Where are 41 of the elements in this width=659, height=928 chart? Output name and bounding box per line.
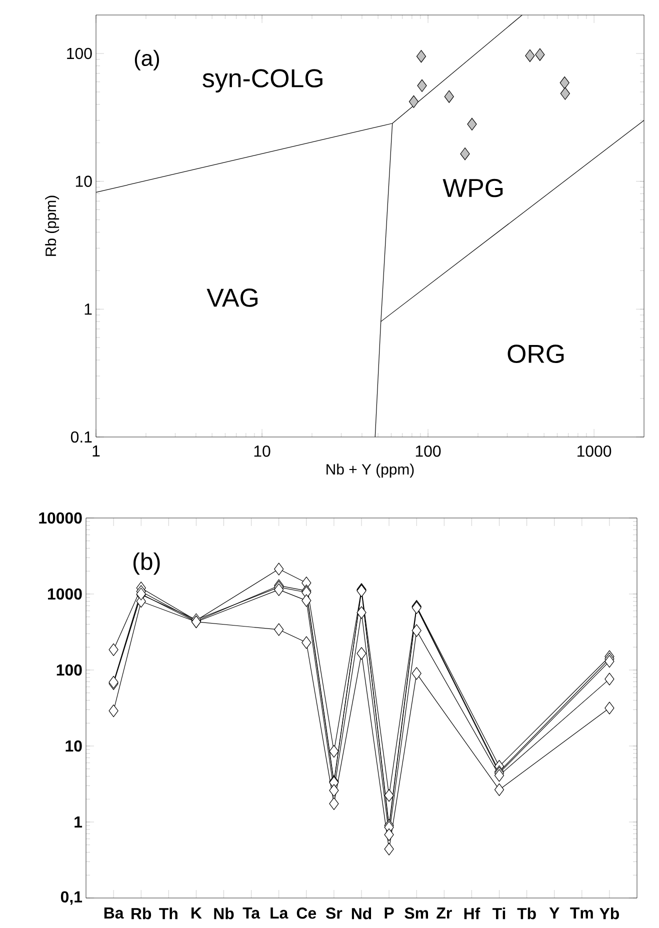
annotation: WPG [442, 178, 503, 198]
x-tick-label: K [192, 908, 202, 918]
y-tick-label: 100 [56, 664, 82, 676]
y-tick-label: 10 [76, 176, 92, 187]
x-tick-label: Yb [600, 908, 619, 920]
annotation: ORG [508, 344, 564, 364]
x-axis-title: Nb + Y (ppm) [326, 464, 414, 478]
x-tick-label: Nb [214, 908, 234, 920]
x-tick-label: P [384, 908, 394, 918]
y-tick-label: 0,1 [60, 891, 82, 905]
x-tick-label: 1 [92, 446, 100, 456]
x-tick-label: La [270, 908, 288, 919]
y-tick-label: 1 [74, 816, 82, 828]
x-tick-label: Nd [352, 908, 372, 920]
x-tick-label: Hf [464, 908, 480, 920]
x-tick-label: Tb [517, 908, 536, 920]
y-tick-label: 10 [66, 740, 82, 752]
y-axis-title: Rb (ppm) [45, 196, 60, 256]
x-tick-label: 10 [254, 446, 270, 457]
x-tick-label: 100 [416, 446, 441, 457]
x-tick-label: Rb [132, 908, 152, 920]
y-tick-label: 1 [84, 304, 92, 315]
y-tick-label: 100 [67, 48, 92, 60]
y-tick-label: 10000 [39, 512, 82, 524]
annotation: syn-COLG [202, 69, 322, 93]
x-tick-label: Ti [492, 908, 506, 920]
x-tick-label: Ba [104, 908, 124, 919]
x-tick-label: 1000 [578, 446, 612, 457]
annotation: (b) [133, 552, 160, 575]
x-tick-label: Sr [326, 908, 342, 919]
x-tick-label: Ta [242, 908, 260, 919]
x-tick-label: Ce [296, 908, 316, 919]
y-tick-label: 0.1 [70, 431, 92, 443]
annotation: (a) [134, 50, 159, 70]
x-tick-label: Y [549, 908, 560, 918]
x-tick-label: Zr [436, 908, 452, 918]
y-tick-label: 1000 [48, 588, 82, 600]
x-tick-label: Tm [570, 908, 593, 918]
x-tick-label: Th [159, 908, 178, 920]
x-tick-label: Sm [404, 908, 428, 919]
annotation: VAG [206, 288, 258, 307]
